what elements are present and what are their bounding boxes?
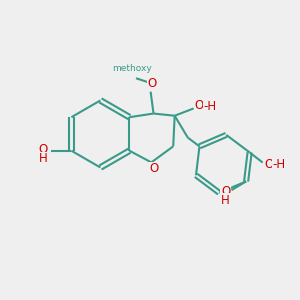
Text: O: O xyxy=(221,185,230,198)
Text: -H: -H xyxy=(272,158,285,171)
Text: H: H xyxy=(221,194,230,207)
Text: H: H xyxy=(38,152,47,165)
Text: O: O xyxy=(38,143,47,156)
Text: O: O xyxy=(195,99,204,112)
Text: O: O xyxy=(150,162,159,175)
Text: O: O xyxy=(147,77,157,90)
Text: -H: -H xyxy=(203,100,216,112)
Text: methoxy: methoxy xyxy=(112,64,152,73)
Text: O: O xyxy=(264,158,273,171)
